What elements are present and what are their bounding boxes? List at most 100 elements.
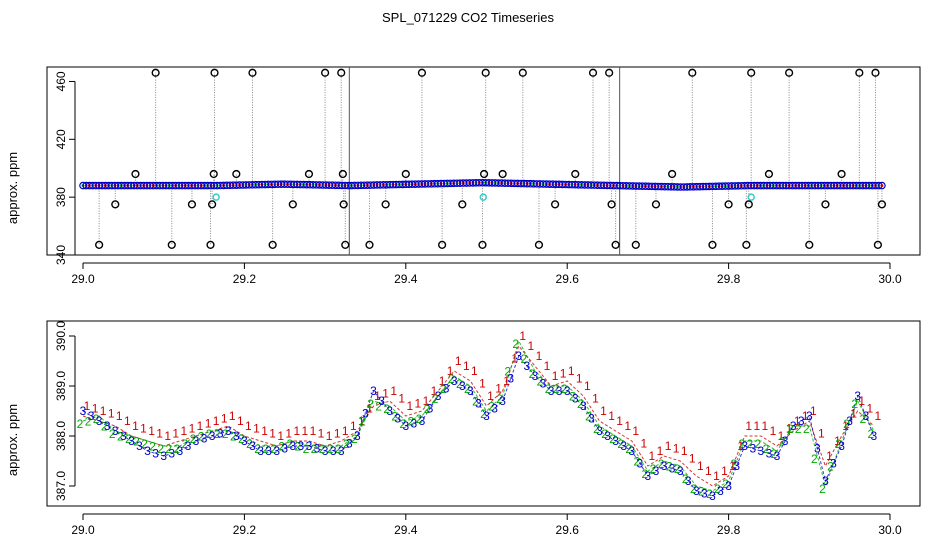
- outlier-point: [131, 169, 140, 179]
- outlier-point: [210, 68, 219, 77]
- series-1-point: 1: [342, 424, 349, 438]
- series-1-point: 1: [285, 427, 292, 441]
- series-2-point: 2: [496, 392, 503, 406]
- series-1-point: 1: [681, 444, 688, 458]
- series-1-point: 1: [374, 389, 381, 403]
- series-2-point: 2: [787, 422, 794, 436]
- series-2-point: 2: [682, 472, 689, 486]
- series-3-point: 3: [427, 402, 434, 416]
- series-3-point: 3: [168, 447, 175, 461]
- series-3-point: 3: [394, 412, 401, 426]
- series-3-point: 3: [402, 419, 409, 433]
- series-2-point: 2: [182, 437, 189, 451]
- series-2-point: 2: [755, 437, 762, 451]
- outlier-point: [550, 200, 560, 209]
- series-3-point: 3: [620, 439, 627, 453]
- flag-point: [212, 193, 220, 201]
- series-line-1: [82, 344, 875, 487]
- outlier-point: [708, 240, 717, 249]
- y-tick-label: 420: [54, 129, 68, 149]
- series-2-point: 2: [335, 442, 342, 456]
- series-3-point: 3: [499, 394, 506, 408]
- series-1-point: 1: [132, 419, 139, 433]
- x-tick-label: 30.0: [878, 272, 902, 286]
- series-2-point: 2: [706, 487, 713, 501]
- series-1-point: 1: [673, 442, 680, 456]
- series-1-point: 1: [786, 422, 793, 436]
- series-1-point: 1: [616, 414, 623, 428]
- series-3-point: 3: [749, 442, 756, 456]
- series-2-point: 2: [763, 442, 770, 456]
- series-1-point: 1: [858, 394, 865, 408]
- x-tick-label: 29.2: [233, 272, 257, 286]
- series-1-point: 1: [519, 329, 526, 343]
- series-3-point: 3: [645, 469, 652, 483]
- series-1-point: 1: [471, 364, 478, 378]
- outlier-point: [837, 169, 846, 179]
- outlier-point: [341, 240, 350, 249]
- series-3-point: 3: [257, 444, 264, 458]
- series-3-point: 3: [419, 414, 426, 428]
- series-1-point: 1: [261, 424, 268, 438]
- series-2-point: 2: [133, 435, 140, 449]
- series-2-point: 2: [206, 427, 213, 441]
- series-1-point: 1: [810, 404, 817, 418]
- series-3-point: 3: [540, 377, 547, 391]
- series-1-point: 1: [156, 427, 163, 441]
- bottom-plot-marks: 1 1 1 1 1 1 1 1 1 1 1 1 1 1 1 1 1 1 1 1 1 1 1 1 1 1 1 1 1 1 1 1 1 1 111 1 11…: [77, 329, 882, 503]
- x-tick-label: 29.0: [71, 272, 95, 286]
- series-2-point: 2: [529, 367, 536, 381]
- series-1-point: 1: [463, 359, 470, 373]
- series-1-point: 1: [713, 469, 720, 483]
- series-1-point: 1: [875, 409, 882, 423]
- y-tick-label: 390.0: [54, 321, 68, 351]
- outlier-point: [111, 200, 120, 209]
- series-3-point: 3: [653, 464, 660, 478]
- series-3-point: 3: [524, 359, 531, 373]
- outlier-point: [805, 240, 814, 249]
- series-3-point: 3: [201, 432, 208, 446]
- series-1-point: 1: [503, 374, 510, 388]
- outlier-point: [288, 200, 297, 209]
- outlier-point: [339, 200, 348, 209]
- series-1-point: 1: [576, 372, 583, 386]
- series-2-point: 2: [383, 402, 390, 416]
- series-2-point: 2: [521, 352, 528, 366]
- series-1-point: 1: [245, 419, 252, 433]
- series-3-point: 3: [435, 389, 442, 403]
- outlier-point: [785, 68, 794, 77]
- series-1-point: 1: [721, 464, 728, 478]
- x-tick-label: 29.6: [556, 523, 580, 537]
- series-3-point: 3: [193, 434, 200, 448]
- series-2-point: 2: [545, 382, 552, 396]
- series-3-point: 3: [386, 404, 393, 418]
- series-1-point: 1: [649, 449, 656, 463]
- y-tick-label: 380: [54, 187, 68, 207]
- series-2-point: 2: [375, 400, 382, 414]
- outlier-point: [873, 240, 882, 249]
- series-1-point: 1: [802, 409, 809, 423]
- series-3-point: 3: [233, 429, 240, 443]
- series-2-point: 2: [319, 442, 326, 456]
- series-3-point: 3: [354, 429, 361, 443]
- series-2-point: 2: [399, 417, 406, 431]
- series-2-point: 2: [738, 437, 745, 451]
- series-3-point: 3: [846, 414, 853, 428]
- series-1-point: 1: [253, 422, 260, 436]
- series-3-point: 3: [411, 417, 418, 431]
- series-2-point: 2: [254, 442, 261, 456]
- outlier-point: [518, 68, 527, 77]
- series-2-point: 2: [222, 427, 229, 441]
- series-2-point: 2: [77, 417, 84, 431]
- bottom-panel-frame: [46, 320, 921, 507]
- series-3-point: 3: [733, 459, 740, 473]
- series-3-point: 3: [225, 424, 232, 438]
- series-3-point: 3: [580, 399, 587, 413]
- series-2-point: 2: [795, 422, 802, 436]
- outlier-point: [588, 68, 598, 77]
- y-tick-label: 460: [54, 71, 68, 91]
- series-1-point: 1: [544, 359, 551, 373]
- x-tick-label: 29.6: [556, 272, 580, 286]
- outlier-point: [877, 200, 887, 209]
